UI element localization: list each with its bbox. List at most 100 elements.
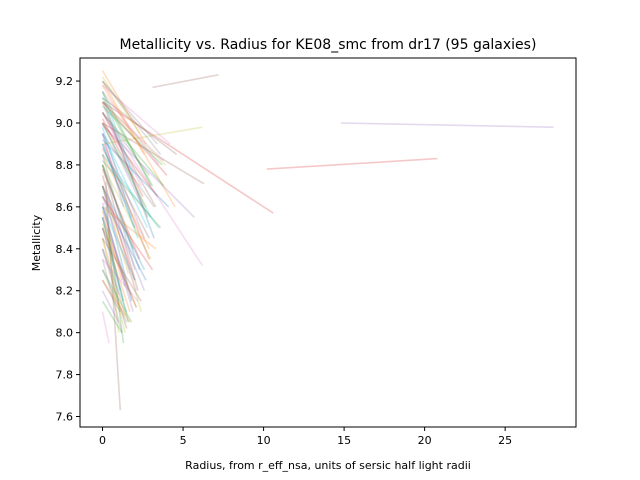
galaxy-line-19 [101,91,160,166]
galaxy-line-59 [101,175,131,271]
galaxy-line-90 [101,80,158,145]
galaxy-line-18 [101,164,139,291]
galaxy-line-7 [102,122,205,185]
galaxy-line-6 [101,112,204,267]
galaxy-line-67 [101,217,133,296]
galaxy-line-45 [101,269,133,323]
galaxy-line-82 [101,206,136,281]
x-tick-label: 25 [498,434,512,447]
galaxy-line-65 [101,300,123,334]
galaxy-line-61 [101,76,141,134]
x-tick-label: 5 [180,434,187,447]
galaxy-line-22 [101,122,152,218]
galaxy-line-26 [101,101,168,176]
x-tick-label: 10 [257,434,271,447]
galaxy-line-11 [105,206,125,344]
galaxy-line-51 [101,164,152,260]
galaxy-line-5 [101,124,195,218]
galaxy-line-74 [101,84,146,155]
x-tick-label: 0 [99,434,106,447]
y-tick-label: 8.6 [56,201,74,214]
y-tick-label: 7.8 [56,369,74,382]
x-axis: 0 5 10 15 20 25 [99,427,512,447]
galaxy-line-89 [101,248,120,296]
galaxy-line-2 [340,122,554,128]
y-tick-label: 9.0 [56,117,74,130]
galaxy-line-88 [101,147,150,239]
galaxy-line-32 [101,133,149,229]
y-tick-label: 7.6 [56,411,74,424]
y-tick-label: 8.2 [56,285,74,298]
galaxy-line-76 [101,195,154,271]
galaxy-line-63 [101,143,136,229]
galaxy-line-17 [101,133,146,239]
galaxy-line-86 [101,168,141,260]
y-tick-label: 8.8 [56,159,74,172]
galaxy-line-66 [101,118,144,197]
galaxy-line-35 [101,97,154,187]
galaxy-line-93 [101,185,146,271]
galaxy-line-84 [101,279,131,323]
galaxy-line-33 [101,164,141,271]
galaxy-line-81 [101,122,147,208]
y-axis-label: Metallicity [30,214,43,271]
galaxy-line-13 [103,101,155,239]
galaxy-line-28 [101,112,157,208]
galaxy-line-77 [101,133,125,208]
galaxy-line-34 [101,227,131,312]
galaxy-line-68 [102,97,178,156]
galaxy-line-53 [101,196,147,281]
galaxy-line-73 [101,227,122,291]
galaxy-line-1 [152,74,219,89]
galaxy-line-40 [101,259,123,333]
galaxy-line-10 [106,227,120,333]
galaxy-line-75 [101,164,134,250]
galaxy-line-71 [101,185,130,275]
galaxy-line-29 [101,196,138,291]
galaxy-line-50 [101,206,130,291]
galaxy-line-3 [266,157,438,170]
galaxy-line-64 [102,206,157,250]
y-tick-label: 8.4 [56,243,74,256]
galaxy-line-14 [101,80,176,208]
galaxy-line-54 [101,238,126,317]
galaxy-line-85 [101,91,152,187]
galaxy-line-42 [101,143,139,239]
galaxy-line-16 [103,143,150,260]
galaxy-line-58 [101,101,149,218]
galaxy-line-20 [101,154,136,271]
chart-title: Metallicity vs. Radius for KE08_smc from… [120,37,537,53]
galaxy-line-87 [101,202,126,287]
galaxy-line-94 [101,210,123,281]
plot-area [79,57,577,428]
galaxy-line-15 [101,111,165,187]
galaxy-line-23 [101,185,133,302]
galaxy-line-60 [101,133,155,208]
galaxy-line-38 [101,248,128,329]
y-tick-label: 8.0 [56,327,74,340]
galaxy-line-55 [101,105,163,166]
galaxy-line-57 [101,290,120,323]
galaxy-line-79 [101,101,165,162]
galaxy-line-52 [101,91,134,176]
galaxy-line-49 [101,112,142,187]
x-tick-label: 20 [418,434,432,447]
galaxy-line-25 [101,217,130,323]
galaxy-line-69 [101,258,139,302]
galaxy-line-47 [101,185,146,291]
galaxy-line-92 [101,126,133,218]
galaxy-line-48 [101,279,121,313]
galaxy-line-27 [101,206,134,312]
galaxy-line-37 [101,122,144,208]
x-tick-label: 15 [337,434,351,447]
galaxy-line-56 [101,227,138,308]
galaxy-line-62 [101,248,128,312]
galaxy-line-44 [101,154,150,250]
galaxy-line-95 [101,160,162,229]
galaxy-line-30 [101,80,162,155]
galaxy-line-72 [101,153,160,229]
galaxy-line-43 [101,217,125,302]
x-axis-label: Radius, from r_eff_nsa, units of sersic … [185,459,471,472]
